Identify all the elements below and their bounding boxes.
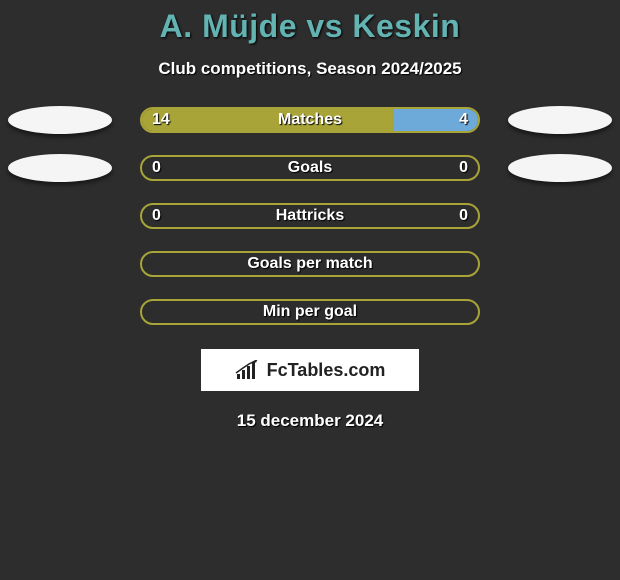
player-badge-right [508, 154, 612, 182]
player-badge-right [508, 106, 612, 134]
stat-label: Goals [142, 157, 478, 179]
stat-bar: Goals per match [140, 251, 480, 277]
stat-row: 0Goals0 [0, 155, 620, 181]
stat-value-right: 0 [459, 157, 468, 179]
stat-bar: 0Hattricks0 [140, 203, 480, 229]
subtitle: Club competitions, Season 2024/2025 [0, 59, 620, 79]
stat-row: 14Matches4 [0, 107, 620, 133]
stat-label: Min per goal [142, 301, 478, 323]
page-title: A. Müjde vs Keskin [0, 8, 620, 45]
stat-label: Goals per match [142, 253, 478, 275]
stat-bar: 0Goals0 [140, 155, 480, 181]
stat-row: 0Hattricks0 [0, 203, 620, 229]
stat-value-right: 4 [459, 109, 468, 131]
stat-label: Matches [142, 109, 478, 131]
stats-comparison: A. Müjde vs Keskin Club competitions, Se… [0, 0, 620, 431]
stat-row: Goals per match [0, 251, 620, 277]
chart-icon [235, 360, 261, 380]
logo-box: FcTables.com [201, 349, 419, 391]
stat-rows: 14Matches40Goals00Hattricks0Goals per ma… [0, 107, 620, 325]
stat-value-right: 0 [459, 205, 468, 227]
logo-text: FcTables.com [267, 360, 386, 381]
stat-row: Min per goal [0, 299, 620, 325]
date-label: 15 december 2024 [0, 411, 620, 431]
stat-label: Hattricks [142, 205, 478, 227]
stat-bar: Min per goal [140, 299, 480, 325]
player-badge-left [8, 106, 112, 134]
stat-bar: 14Matches4 [140, 107, 480, 133]
player-badge-left [8, 154, 112, 182]
